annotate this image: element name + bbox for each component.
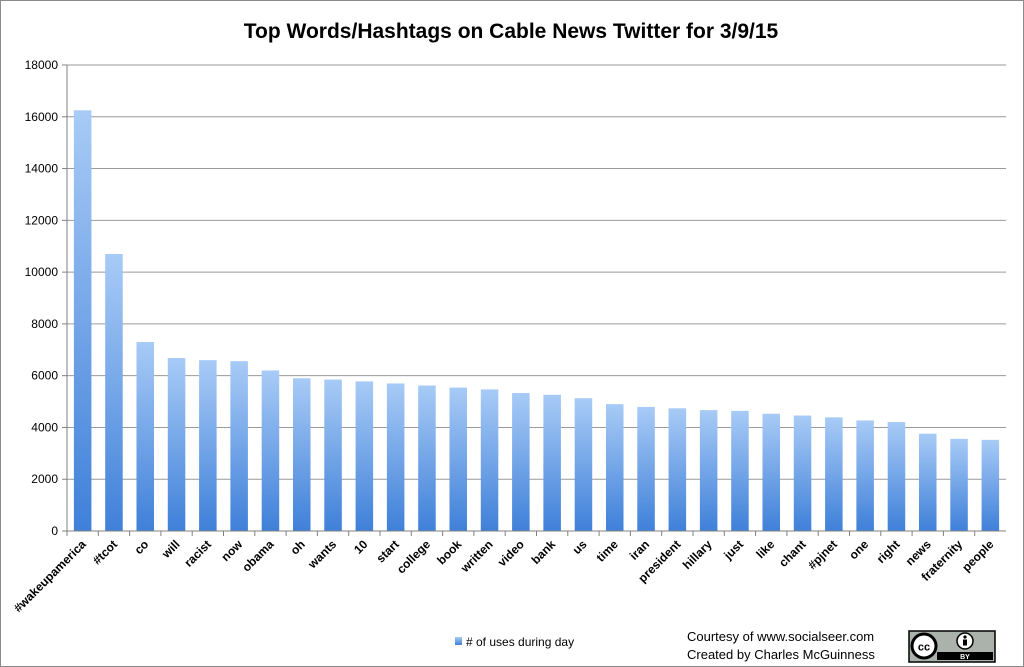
x-tick-label: oh <box>288 537 308 557</box>
bar <box>136 342 155 531</box>
credits: Courtesy of www.socialseer.com Created b… <box>687 629 875 662</box>
bar <box>637 406 655 531</box>
bar <box>918 433 937 531</box>
bar <box>950 438 968 531</box>
x-tick-label: iran <box>627 537 652 562</box>
bar <box>512 393 530 531</box>
x-tick-label: time <box>594 537 622 565</box>
x-tick-label: one <box>846 537 871 562</box>
bar <box>418 385 436 531</box>
y-tick-label: 10000 <box>25 265 59 279</box>
x-tick-label: now <box>218 537 245 564</box>
bar <box>762 413 781 531</box>
bar <box>324 379 342 531</box>
x-tick-label: 10 <box>351 537 371 557</box>
svg-text:cc: cc <box>918 642 930 654</box>
x-tick-label: start <box>373 537 401 565</box>
x-tick-label: will <box>158 537 182 561</box>
bar <box>543 394 561 531</box>
x-tick-label: #wakeupamerica <box>11 537 89 615</box>
x-tick-label: co <box>132 537 152 557</box>
bar <box>261 370 280 531</box>
y-axis-ticks: 0 2000 4000 6000 8000 10000 12000 14000 16000 180… <box>25 58 67 538</box>
bars <box>73 110 1000 532</box>
bar <box>856 420 874 531</box>
bar <box>105 253 123 531</box>
chart-title: Top Words/Hashtags on Cable News Twitter… <box>244 20 779 43</box>
bar <box>887 422 906 531</box>
y-tick-label: 12000 <box>25 213 59 227</box>
bar <box>605 404 624 531</box>
y-tick-label: 18000 <box>25 58 59 72</box>
legend: # of uses during day <box>455 635 574 649</box>
y-tick-label: 6000 <box>31 369 58 383</box>
credit-line-2: Created by Charles McGuinness <box>687 647 875 662</box>
bar <box>167 358 186 531</box>
x-tick-label: just <box>720 537 746 563</box>
bar <box>574 398 593 531</box>
gridlines <box>67 64 1006 480</box>
x-tick-label: us <box>570 537 590 557</box>
y-tick-label: 14000 <box>25 162 59 176</box>
x-tick-label: racist <box>181 537 214 570</box>
x-tick-label: wants <box>305 537 340 572</box>
cc-by-badge: cc BY <box>908 630 996 663</box>
bar <box>793 415 812 531</box>
legend-swatch <box>455 637 462 645</box>
x-tick-label: written <box>457 537 495 575</box>
legend-label: # of uses during day <box>466 635 574 649</box>
x-tick-label: like <box>753 537 777 561</box>
x-tick-label: #tcot <box>90 537 120 567</box>
bar <box>73 110 92 532</box>
y-tick-label: 2000 <box>31 472 58 486</box>
bar <box>292 378 311 531</box>
bar <box>355 381 374 531</box>
bar <box>699 410 718 531</box>
bar <box>230 361 248 531</box>
bar <box>449 387 468 531</box>
y-tick-label: 8000 <box>31 317 58 331</box>
bar <box>386 383 405 531</box>
credit-line-1: Courtesy of www.socialseer.com <box>687 629 874 644</box>
y-tick-label: 4000 <box>31 420 58 434</box>
x-tick-label: people <box>959 537 996 574</box>
x-tick-label: #pjnet <box>805 537 840 572</box>
bar <box>731 410 749 531</box>
x-tick-label: bank <box>529 537 559 567</box>
y-tick-label: 0 <box>51 524 58 538</box>
bar <box>668 408 687 531</box>
bar <box>480 389 499 531</box>
x-tick-label: right <box>874 537 903 566</box>
cc-by-label: BY <box>960 654 970 661</box>
x-tick-label: hillary <box>680 537 715 572</box>
bar <box>981 439 1000 531</box>
bar <box>199 360 217 531</box>
x-tick-label: obama <box>239 537 276 574</box>
x-tick-label: chant <box>776 537 809 570</box>
creative-commons-icon <box>910 632 938 660</box>
x-tick-label: college <box>394 537 433 576</box>
bar <box>825 417 843 531</box>
x-tick-label: video <box>495 537 527 569</box>
y-tick-label: 16000 <box>25 110 59 124</box>
